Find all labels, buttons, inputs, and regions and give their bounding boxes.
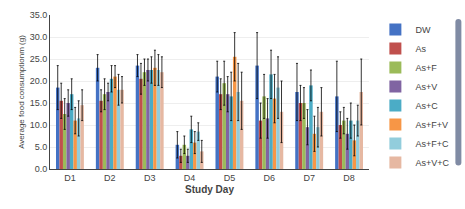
- svg-text:0.0: 0.0: [35, 164, 48, 174]
- svg-text:As: As: [415, 44, 426, 54]
- svg-text:15.0: 15.0: [30, 98, 48, 108]
- svg-text:D6: D6: [264, 173, 276, 183]
- svg-text:As+F+V: As+F+V: [415, 120, 448, 130]
- svg-text:Average food consumptionm (g): Average food consumptionm (g): [17, 35, 26, 149]
- svg-text:D1: D1: [64, 173, 76, 183]
- svg-text:As+V: As+V: [415, 82, 437, 92]
- svg-text:As+F: As+F: [415, 63, 437, 73]
- svg-text:10.0: 10.0: [30, 120, 48, 130]
- svg-text:35.0: 35.0: [30, 10, 48, 20]
- svg-text:D3: D3: [144, 173, 156, 183]
- svg-text:D7: D7: [303, 173, 315, 183]
- svg-text:D4: D4: [184, 173, 196, 183]
- svg-text:D2: D2: [104, 173, 116, 183]
- svg-text:5.0: 5.0: [35, 142, 48, 152]
- svg-text:30.0: 30.0: [30, 32, 48, 42]
- svg-text:Study Day: Study Day: [185, 184, 234, 195]
- svg-text:As+C: As+C: [415, 101, 438, 111]
- svg-text:DW: DW: [415, 25, 430, 35]
- svg-text:25.0: 25.0: [30, 54, 48, 64]
- svg-text:As+F+C: As+F+C: [415, 139, 449, 149]
- svg-text:D8: D8: [343, 173, 355, 183]
- svg-text:D5: D5: [224, 173, 236, 183]
- svg-text:20.0: 20.0: [30, 76, 48, 86]
- svg-text:As+V+C: As+V+C: [415, 158, 449, 168]
